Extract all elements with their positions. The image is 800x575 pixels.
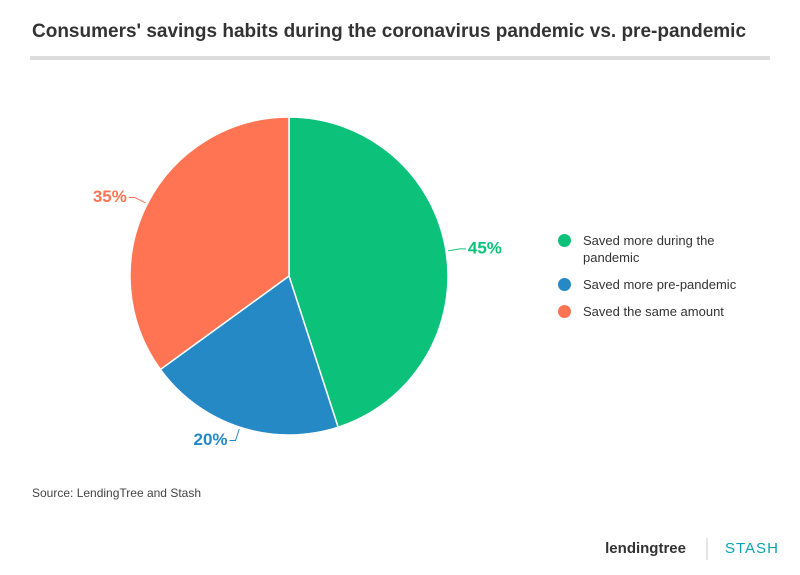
pie-slice bbox=[288, 116, 449, 429]
title-rule bbox=[30, 56, 770, 60]
pie-slice bbox=[159, 274, 340, 436]
legend-swatch bbox=[558, 278, 571, 291]
legend-item: Saved more pre-pandemic bbox=[558, 276, 738, 293]
leader-line bbox=[229, 428, 240, 442]
legend: Saved more during the pandemic Saved more… bbox=[558, 232, 738, 330]
legend-item: Saved the same amount bbox=[558, 303, 738, 320]
logo-lendingtree: lendingtree bbox=[605, 540, 686, 557]
leader-line bbox=[128, 196, 146, 204]
data-label: 35% bbox=[93, 187, 127, 206]
source: Source: LendingTree and Stash bbox=[32, 486, 201, 500]
legend-item: Saved more during the pandemic bbox=[558, 232, 738, 266]
legend-label: Saved more during the pandemic bbox=[583, 233, 715, 265]
legend-swatch bbox=[558, 234, 571, 247]
pie-slice bbox=[129, 116, 290, 371]
leader-line bbox=[447, 248, 466, 252]
data-label: 45% bbox=[468, 238, 502, 257]
legend-swatch bbox=[558, 305, 571, 318]
chart-title: Consumers' savings habits during the cor… bbox=[32, 21, 746, 42]
pie: 45% 20% 35% bbox=[93, 116, 502, 449]
legend-label: Saved more pre-pandemic bbox=[583, 277, 737, 292]
logo-stash: STASH bbox=[725, 540, 779, 557]
legend-label: Saved the same amount bbox=[583, 304, 724, 319]
data-label: 20% bbox=[194, 430, 228, 449]
